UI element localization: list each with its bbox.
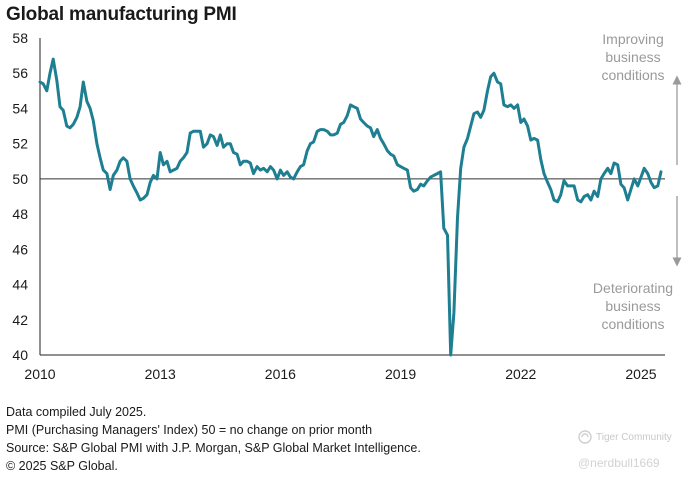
x-tick-label: 2022 xyxy=(505,366,536,382)
x-tick-label: 2016 xyxy=(265,366,296,382)
watermark-handle: @nerdbull1669 xyxy=(578,456,684,470)
annotation-deteriorating-line1: Deteriorating xyxy=(593,280,673,296)
y-tick-label: 40 xyxy=(12,347,28,363)
x-axis-ticks: 2010 2013 2016 2019 2022 2025 xyxy=(24,366,656,382)
y-tick-label: 58 xyxy=(12,30,28,46)
annotation-deteriorating-line2: business xyxy=(605,298,660,314)
x-tick-label: 2019 xyxy=(385,366,416,382)
y-tick-label: 42 xyxy=(12,312,28,328)
y-tick-label: 44 xyxy=(12,277,28,293)
y-tick-label: 48 xyxy=(12,206,28,222)
y-axis-ticks: 40 42 44 46 48 50 52 54 56 58 xyxy=(12,30,28,363)
footnote-copyright: © 2025 S&P Global. xyxy=(6,457,421,475)
footnote-pmi-definition: PMI (Purchasing Managers' Index) 50 = no… xyxy=(6,421,421,439)
y-tick-label: 46 xyxy=(12,241,28,257)
y-tick-label: 56 xyxy=(12,65,28,81)
improving-annotation: Improving business conditions xyxy=(601,31,677,165)
chart-footnotes: Data compiled July 2025. PMI (Purchasing… xyxy=(6,403,421,475)
footnote-data-compiled: Data compiled July 2025. xyxy=(6,403,421,421)
x-tick-label: 2025 xyxy=(625,366,656,382)
annotation-improving-line3: conditions xyxy=(601,67,664,83)
pmi-line-chart: 40 42 44 46 48 50 52 54 56 58 2010 2013 2016 2019 202… xyxy=(0,0,689,400)
annotation-improving-line2: business xyxy=(605,49,660,65)
series-line-global-pmi xyxy=(40,59,661,355)
watermark: Tiger Community @nerdbull1669 xyxy=(578,430,684,470)
x-tick-label: 2013 xyxy=(145,366,176,382)
annotation-improving-line1: Improving xyxy=(602,31,663,47)
y-tick-label: 54 xyxy=(12,100,28,116)
tiger-logo-icon xyxy=(578,430,592,444)
y-tick-label: 52 xyxy=(12,136,28,152)
footnote-source: Source: S&P Global PMI with J.P. Morgan,… xyxy=(6,439,421,457)
annotation-deteriorating-line3: conditions xyxy=(601,316,664,332)
watermark-brand: Tiger Community xyxy=(596,432,672,443)
deteriorating-annotation: Deteriorating business conditions xyxy=(593,196,677,332)
x-tick-label: 2010 xyxy=(24,366,55,382)
y-tick-label: 50 xyxy=(12,171,28,187)
